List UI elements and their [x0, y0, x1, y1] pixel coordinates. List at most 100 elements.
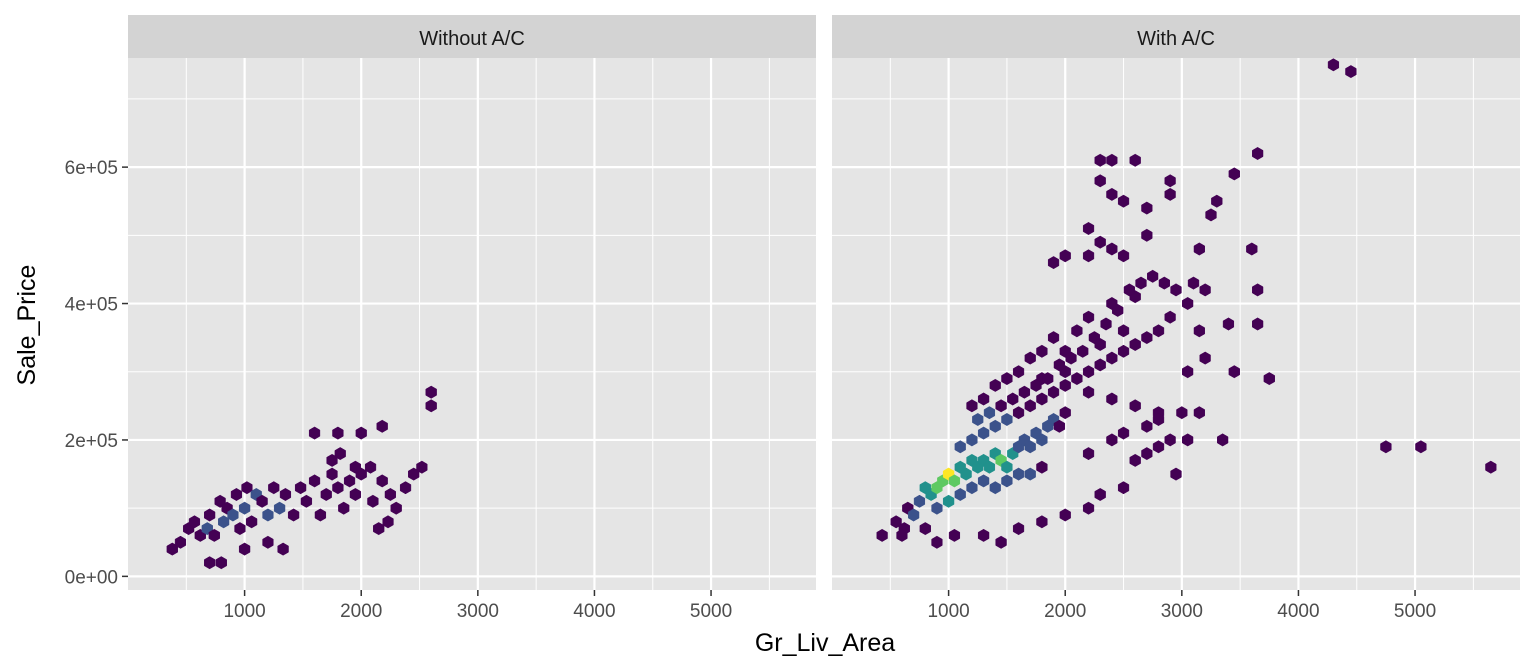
hex-bin [1082, 222, 1095, 235]
hex-bin [1082, 310, 1095, 324]
hex-bin [268, 481, 280, 495]
hex-bin [1164, 187, 1176, 201]
hex-bin [1123, 283, 1135, 297]
x-tick-label: 4000 [1277, 601, 1319, 622]
hex-bin [1152, 324, 1165, 338]
x-tick-label: 3000 [1161, 601, 1203, 622]
hex-bin [326, 467, 338, 481]
hex-bin [234, 522, 246, 536]
hex-bin [1129, 453, 1141, 467]
y-tick-label: 0e+00 [65, 567, 118, 588]
hex-bin [1117, 344, 1130, 358]
hex-bin [989, 419, 1001, 433]
hex-bin [876, 528, 888, 542]
hex-bin [989, 481, 1001, 495]
hex-bin [1088, 331, 1100, 345]
hex-bin [1018, 385, 1031, 399]
hex-bin [931, 501, 943, 515]
hex-bin [913, 494, 926, 508]
hex-bin [1094, 235, 1106, 249]
hex-bin [1199, 351, 1211, 365]
hex-bin [1164, 433, 1176, 447]
hex-bin [1117, 481, 1130, 495]
hex-bin [1106, 187, 1118, 201]
hex-bin [241, 481, 253, 495]
hex-bin [308, 426, 321, 440]
hex-bin [1012, 365, 1025, 379]
hex-bin [1141, 228, 1153, 242]
hex-bin [1024, 440, 1036, 454]
hex-bin [343, 474, 356, 488]
hex-bin [931, 535, 943, 549]
hex-bin [1117, 426, 1130, 440]
hex-bin [1001, 474, 1013, 488]
panels-layer: Without A/C 1000 2000 3000 4000 5000 With A/C 1… [128, 15, 1520, 622]
hex-bin [1170, 283, 1182, 297]
hex-bin [376, 474, 388, 488]
hex-bin [1053, 358, 1066, 372]
hex-bin [1059, 508, 1071, 522]
y-axis-title: Sale_Price [13, 265, 41, 386]
hex-bin [1345, 65, 1357, 79]
hex-bin [308, 474, 321, 488]
x-tick-label: 1000 [927, 601, 969, 622]
hex-bin [1193, 406, 1205, 420]
hex-bin [1106, 351, 1118, 365]
hex-bin [1082, 249, 1095, 263]
hex-bin [1380, 440, 1392, 454]
x-tick-label: 2000 [340, 601, 382, 622]
hex-bin [1024, 467, 1036, 481]
hex-bin [338, 501, 350, 515]
hex-bin [948, 474, 961, 488]
hex-bin [1193, 324, 1205, 338]
hex-bin [1117, 249, 1130, 263]
hex-bin [989, 378, 1001, 392]
hex-bin [1106, 242, 1118, 256]
hex-bin [208, 528, 220, 542]
hex-bin [287, 508, 300, 522]
hex-bin [1193, 242, 1205, 256]
hex-bin [1024, 399, 1036, 413]
hex-bin [1129, 399, 1141, 413]
hex-bin [204, 508, 216, 522]
x-tick-label: 4000 [573, 601, 615, 622]
facet-strip-label: Without A/C [419, 28, 525, 50]
hex-bin [238, 501, 251, 515]
hex-bin [983, 406, 996, 420]
x-tick-label: 5000 [1394, 601, 1436, 622]
hex-bin [367, 494, 379, 508]
x-axis-title: Gr_Liv_Area [755, 629, 895, 657]
hex-bin [1077, 344, 1089, 358]
hex-bin [1263, 372, 1275, 386]
hex-bin [890, 515, 902, 529]
hex-bin [1042, 372, 1054, 386]
hex-bin [1001, 413, 1013, 426]
hex-bin [1100, 317, 1112, 331]
hex-bin [977, 392, 990, 406]
hex-bin [1152, 440, 1165, 454]
hex-bin [919, 522, 931, 536]
hex-bin [1106, 433, 1118, 447]
hex-bin [966, 399, 978, 413]
hex-bin [1164, 174, 1176, 188]
hex-bin [908, 508, 920, 522]
hex-bin [948, 528, 961, 542]
hex-bin [1047, 331, 1060, 345]
y-tick-label: 6e+05 [65, 158, 118, 179]
hex-bin [390, 501, 402, 515]
hex-bin [1199, 283, 1211, 297]
hex-bin [245, 515, 258, 529]
hex-bin [995, 399, 1007, 413]
x-tick-label: 2000 [1044, 601, 1086, 622]
facet-panel: With A/C 1000 2000 3000 4000 5000 [832, 15, 1520, 622]
hex-bin [1205, 208, 1217, 222]
hex-bin [1024, 351, 1036, 365]
hex-bin [1071, 324, 1083, 338]
hex-bin [227, 508, 239, 522]
hex-bin [334, 447, 346, 461]
y-axis: 0e+00 2e+05 4e+05 6e+05 [65, 158, 128, 588]
hex-bin [1094, 153, 1106, 167]
hex-bin [188, 515, 201, 529]
hex-bin [1141, 201, 1153, 215]
hex-bin [960, 467, 972, 481]
